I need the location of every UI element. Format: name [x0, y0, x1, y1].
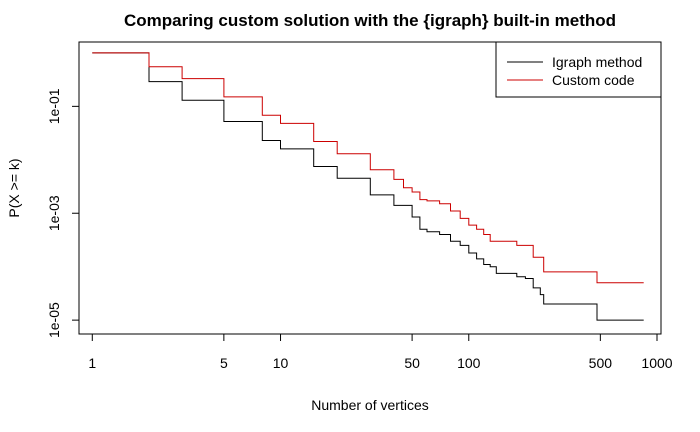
- y-tick-label: 1e-05: [46, 302, 62, 338]
- series-line-1: [92, 52, 644, 284]
- x-tick-label: 1000: [641, 355, 672, 371]
- legend: Igraph method Custom code: [495, 41, 662, 98]
- y-tick-label: 1e-01: [46, 88, 62, 124]
- y-axis: 1e-01 1e-03 1e-05: [46, 88, 80, 338]
- x-tick-label: 5: [220, 355, 228, 371]
- legend-box: [495, 41, 662, 98]
- x-tick-label: 50: [404, 355, 420, 371]
- x-axis-label: Number of vertices: [311, 397, 428, 413]
- chart-title: Comparing custom solution with the {igra…: [124, 11, 616, 30]
- series-layer: [92, 52, 644, 321]
- y-tick-label: 1e-03: [46, 195, 62, 231]
- legend-label-igraph: Igraph method: [552, 54, 642, 70]
- x-tick-label: 10: [273, 355, 289, 371]
- legend-label-custom: Custom code: [552, 72, 635, 88]
- x-axis: 1 5 10 50 100 500 1000: [88, 333, 673, 371]
- x-tick-label: 1: [88, 355, 96, 371]
- series-line-0: [92, 52, 644, 321]
- x-tick-label: 100: [457, 355, 481, 371]
- y-axis-label: P(X >= k): [6, 158, 22, 217]
- x-tick-label: 500: [589, 355, 613, 371]
